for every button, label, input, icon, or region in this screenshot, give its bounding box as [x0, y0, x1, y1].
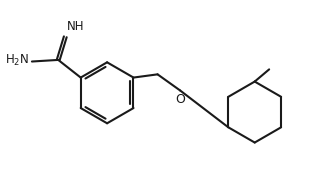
- Text: NH: NH: [67, 20, 84, 33]
- Text: O: O: [175, 93, 185, 106]
- Text: H$_2$N: H$_2$N: [5, 53, 29, 68]
